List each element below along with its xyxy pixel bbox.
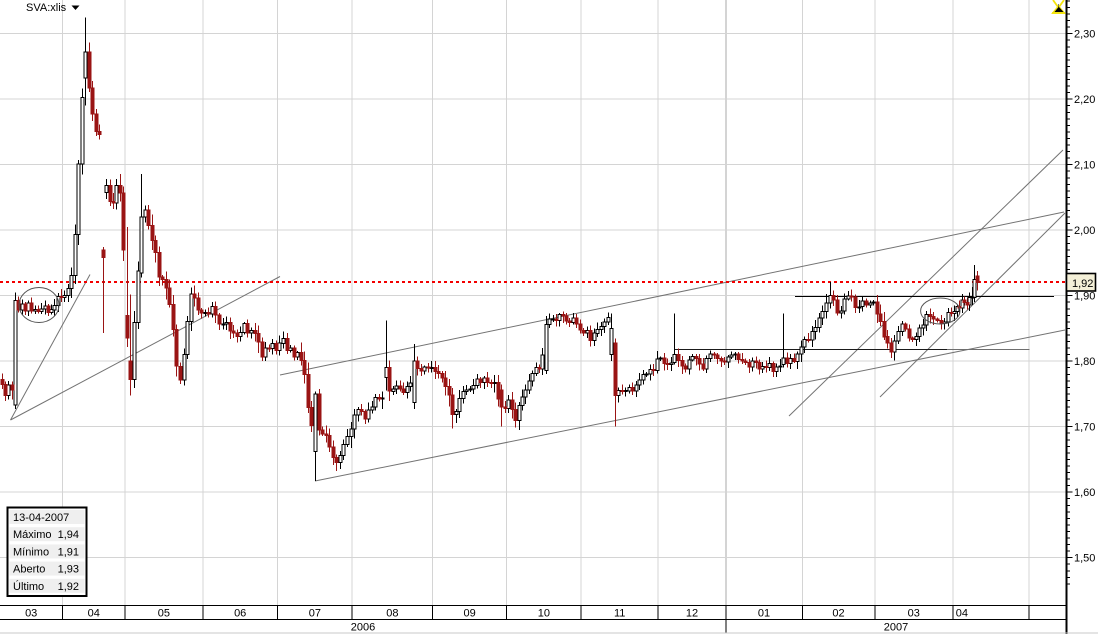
svg-text:1,90: 1,90 — [1074, 291, 1095, 303]
svg-text:1,94: 1,94 — [58, 529, 79, 541]
svg-text:1,91: 1,91 — [58, 546, 79, 558]
svg-text:10: 10 — [538, 608, 550, 620]
svg-text:05: 05 — [158, 608, 170, 620]
svg-text:1,92: 1,92 — [1072, 278, 1093, 290]
svg-text:2,00: 2,00 — [1074, 225, 1095, 237]
svg-text:1,50: 1,50 — [1074, 553, 1095, 565]
svg-text:Aberto: Aberto — [13, 564, 45, 576]
svg-text:07: 07 — [309, 608, 321, 620]
svg-text:2,30: 2,30 — [1074, 29, 1095, 41]
svg-text:12: 12 — [686, 608, 698, 620]
svg-text:04: 04 — [956, 608, 968, 620]
svg-text:1,60: 1,60 — [1074, 487, 1095, 499]
svg-text:04: 04 — [88, 608, 100, 620]
svg-text:2006: 2006 — [351, 622, 375, 634]
svg-text:Último: Último — [13, 580, 44, 593]
svg-text:11: 11 — [614, 608, 625, 620]
svg-text:13-04-2007: 13-04-2007 — [13, 512, 69, 524]
svg-text:2,20: 2,20 — [1074, 94, 1095, 106]
svg-text:1,70: 1,70 — [1074, 422, 1095, 434]
svg-text:2,10: 2,10 — [1074, 160, 1095, 172]
svg-text:1,93: 1,93 — [58, 564, 79, 576]
svg-text:03: 03 — [908, 608, 920, 620]
svg-text:SVA:xlis: SVA:xlis — [26, 2, 67, 14]
svg-text:2007: 2007 — [884, 622, 908, 634]
svg-text:1,92: 1,92 — [58, 581, 79, 593]
svg-text:Mínimo: Mínimo — [13, 546, 49, 558]
svg-text:06: 06 — [234, 608, 246, 620]
svg-text:1,80: 1,80 — [1074, 356, 1095, 368]
svg-text:Máximo: Máximo — [13, 529, 52, 541]
svg-text:03: 03 — [25, 608, 37, 620]
svg-text:08: 08 — [386, 608, 398, 620]
svg-text:02: 02 — [832, 608, 844, 620]
svg-text:09: 09 — [463, 608, 475, 620]
svg-text:01: 01 — [758, 608, 770, 620]
